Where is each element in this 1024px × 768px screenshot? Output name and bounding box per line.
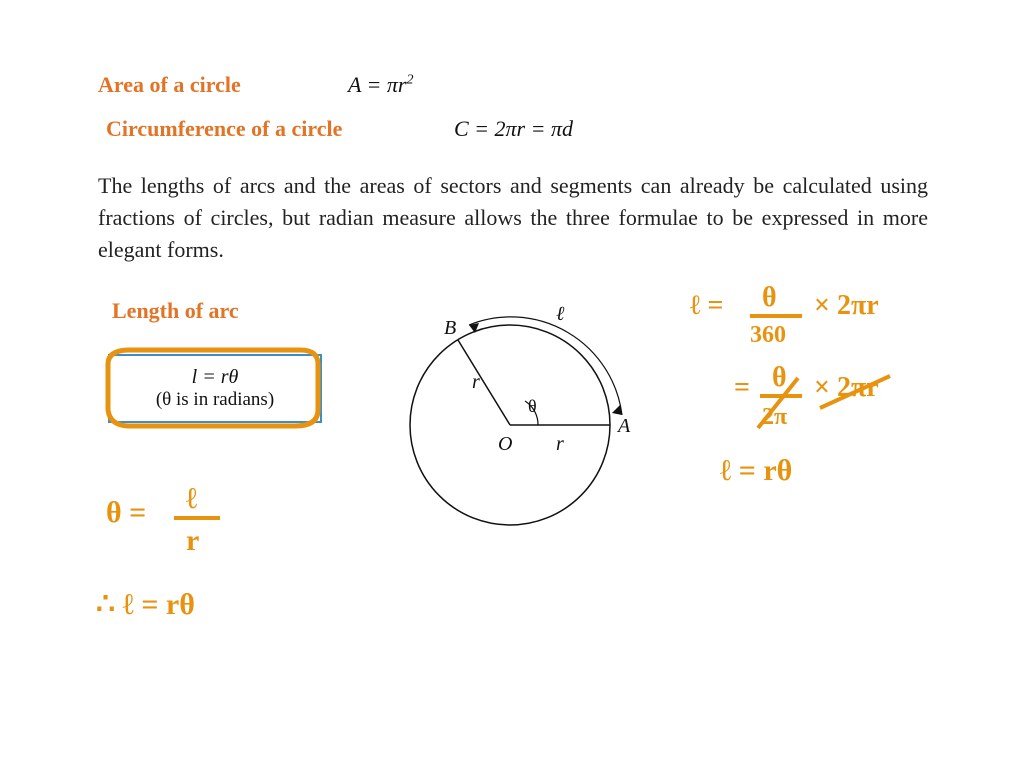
ann-r2-a: = <box>734 372 750 403</box>
circle-diagram: B ℓ r θ O r A <box>370 280 650 550</box>
heading-circumference: Circumference of a circle <box>106 116 342 142</box>
diagram-radius-ob <box>458 340 510 425</box>
formula-area-base: A = πr <box>348 72 406 97</box>
diagram-label-b: B <box>444 317 456 339</box>
heading-area: Area of a circle <box>98 72 241 98</box>
page-root: Area of a circle A = πr2 Circumference o… <box>0 0 1024 768</box>
body-paragraph: The lengths of arcs and the areas of sec… <box>98 170 928 266</box>
ann-r1-a: ℓ = <box>690 290 723 321</box>
ann-r3: ℓ = rθ <box>720 454 792 487</box>
formula-area-exp: 2 <box>406 73 413 88</box>
ann-theta-num: ℓ <box>186 482 197 515</box>
formula-circumference: C = 2πr = πd <box>454 116 573 142</box>
diagram-label-r2: r <box>556 433 564 455</box>
annotation-derivation-right: ℓ = θ 360 × 2πr = θ 2π × 2πr ℓ = rθ <box>680 280 1010 540</box>
annotation-derivation-left: θ = ℓ r ∴ ℓ = rθ <box>96 478 356 668</box>
heading-arc: Length of arc <box>112 298 239 324</box>
ann-conclusion: ∴ ℓ = rθ <box>96 588 195 621</box>
ann-r1-den: 360 <box>750 322 786 348</box>
diagram-label-ell: ℓ <box>556 303 565 325</box>
ann-r1-b: × 2πr <box>814 290 879 321</box>
ann-r2-num: θ <box>772 362 787 393</box>
diagram-label-r1: r <box>472 371 480 393</box>
annotation-box-highlight <box>100 346 330 436</box>
diagram-label-a: A <box>616 415 631 437</box>
ann-theta-den: r <box>186 524 199 557</box>
formula-area: A = πr2 <box>348 72 413 98</box>
ann-theta-eq: θ = <box>106 496 146 529</box>
ann-r1-num: θ <box>762 282 777 313</box>
diagram-label-theta: θ <box>528 396 537 416</box>
diagram-label-o: O <box>498 433 512 455</box>
